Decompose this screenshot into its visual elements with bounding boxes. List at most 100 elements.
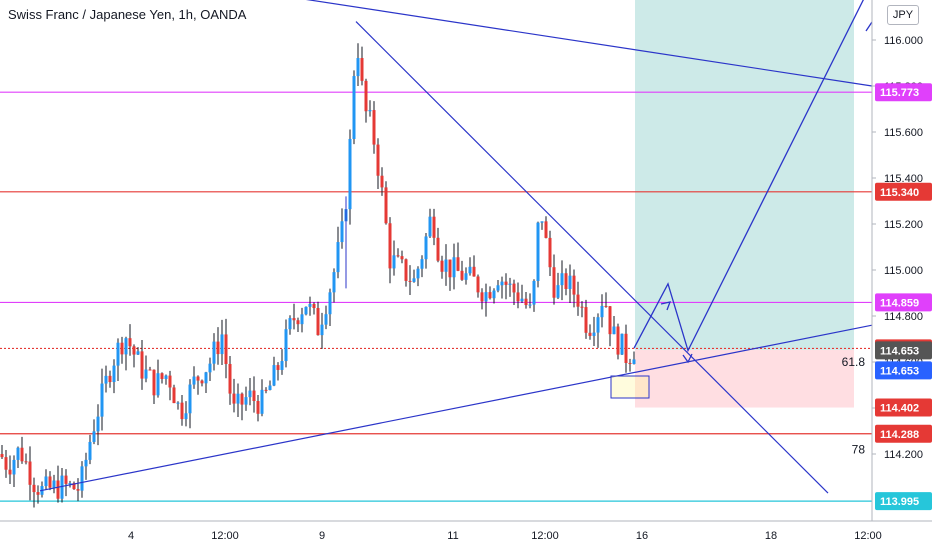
candle-body <box>224 334 228 364</box>
candle-body <box>312 303 316 309</box>
candle-body <box>548 237 552 268</box>
price-tag <box>875 293 932 312</box>
y-tick-label: 114.800 <box>884 311 923 323</box>
candle-body <box>628 362 632 364</box>
candle-body <box>424 236 428 260</box>
candle-body <box>336 242 340 273</box>
price-tag-label: 115.773 <box>880 87 919 99</box>
candle-body <box>608 306 612 335</box>
candle-body <box>540 221 544 223</box>
candle-body <box>112 365 116 383</box>
currency-badge[interactable]: JPY <box>887 5 919 25</box>
candle-body <box>328 292 332 315</box>
candle-body <box>64 475 68 484</box>
candle-body <box>568 275 572 289</box>
candle-body <box>500 281 504 286</box>
candle-body <box>148 369 152 371</box>
candle-body <box>252 390 256 402</box>
candle-body <box>72 483 76 490</box>
candle-body <box>164 375 168 379</box>
candle-body <box>4 457 8 470</box>
entry-box <box>610 375 650 399</box>
candle-body <box>188 384 192 414</box>
candle-body <box>460 270 464 280</box>
candle-body <box>620 333 624 355</box>
candle-body <box>120 342 124 355</box>
candle-body <box>284 329 288 362</box>
profit-zone <box>635 0 854 350</box>
candle-body <box>192 376 196 385</box>
candle-body <box>108 375 112 383</box>
candle-body <box>140 351 144 379</box>
candle-body <box>304 306 308 315</box>
candle-body <box>88 441 92 460</box>
candle-body <box>12 459 16 475</box>
descending-trendline <box>355 21 829 494</box>
price-tag-label: 113.995 <box>880 496 919 508</box>
x-tick-label: 4 <box>128 530 134 542</box>
candle-body <box>436 237 440 261</box>
candle-body <box>160 373 164 379</box>
price-tag-label: 114.653 <box>880 365 919 377</box>
candle-body <box>596 317 600 333</box>
candle-body <box>20 447 24 462</box>
candle-body <box>464 273 468 280</box>
candle-body <box>508 283 512 285</box>
candle-body <box>24 461 28 463</box>
price-tag <box>875 341 932 360</box>
candle-body <box>404 259 408 281</box>
candle-body <box>8 469 12 475</box>
candle-body <box>204 372 208 384</box>
candle-body <box>556 285 560 298</box>
candle-body <box>144 369 148 379</box>
price-tag <box>875 424 932 443</box>
candle-body <box>84 459 88 467</box>
candle-body <box>320 324 324 336</box>
y-tick-label: 115.600 <box>884 127 923 139</box>
projection-path <box>633 0 864 353</box>
candle-body <box>348 138 352 210</box>
fib-level-label: 78 <box>852 442 866 456</box>
candle-body <box>256 401 260 414</box>
candle-body <box>220 334 224 355</box>
chart-title: Swiss Franc / Japanese Yen, 1h, OANDA <box>8 7 247 22</box>
price-tag-label: 114.653 <box>880 345 919 357</box>
candle-body <box>232 393 236 404</box>
candle-body <box>624 333 628 363</box>
candle-body <box>544 221 548 238</box>
candle-body <box>352 76 356 139</box>
candle-body <box>392 255 396 269</box>
price-tag <box>875 83 932 102</box>
candle-body <box>308 303 312 307</box>
candle-body <box>452 257 456 278</box>
candle-body <box>416 268 420 279</box>
candle-body <box>388 223 392 269</box>
candle-body <box>324 314 328 325</box>
candle-body <box>300 314 304 325</box>
candle-body <box>448 259 452 278</box>
candle-body <box>280 361 284 370</box>
candle-body <box>152 369 156 396</box>
candle-body <box>384 187 388 224</box>
candle-body <box>196 376 200 381</box>
candle-body <box>264 389 268 391</box>
fib-level-label: 61.8 <box>842 355 866 369</box>
candle-body <box>48 476 52 488</box>
candle-body <box>520 298 524 302</box>
candle-body <box>52 480 56 488</box>
candle-body <box>96 416 100 432</box>
candle-body <box>524 298 528 306</box>
candle-body <box>16 447 20 460</box>
candle-body <box>612 326 616 335</box>
candle-body <box>480 292 484 302</box>
candle-body <box>616 326 620 355</box>
candle-body <box>428 216 432 237</box>
price-tag-label: 115.340 <box>880 187 919 199</box>
candle-body <box>132 346 136 355</box>
candle-body <box>340 221 344 243</box>
candle-body <box>440 260 444 272</box>
candle-body <box>400 256 404 260</box>
candle-body <box>136 351 140 355</box>
candle-body <box>288 318 292 330</box>
